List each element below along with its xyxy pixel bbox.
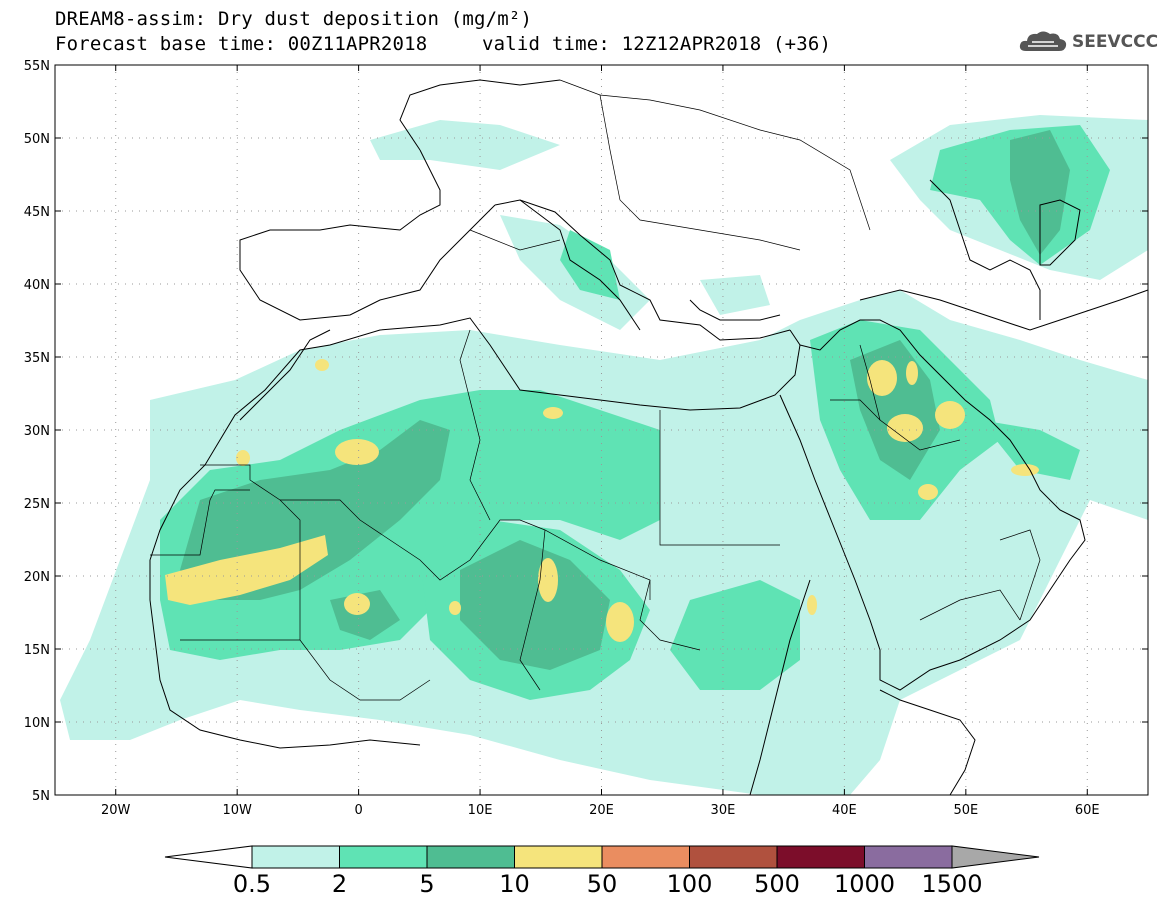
seevccc-logo: SEEVCCC [1018, 28, 1158, 56]
colorbar-level-label: 1500 [921, 870, 982, 898]
lon-label: 40E [832, 803, 857, 818]
lat-label: 45N [24, 205, 50, 220]
colorbar-swatch [251, 845, 340, 869]
lat-label: 40N [24, 278, 50, 293]
lat-label: 15N [24, 643, 50, 658]
lon-label: 30E [711, 803, 736, 818]
lon-label: 20W [101, 803, 131, 818]
colorbar-level-label: 10 [499, 870, 530, 898]
colorbar-over-arrow [951, 845, 1040, 869]
map-area [55, 65, 1148, 795]
colorbar-level-label: 50 [587, 870, 618, 898]
colorbar-swatch [776, 845, 865, 869]
dust-level-10-50 [165, 359, 1039, 642]
colorbar-swatch [426, 845, 515, 869]
forecast-base-time: Forecast base time: 00Z11APR2018 [55, 33, 428, 55]
longitude-labels: 20W 10W 0 10E 20E 30E 40E 50E 60E [101, 803, 1100, 818]
lat-label: 5N [32, 789, 50, 804]
colorbar-swatch [864, 845, 953, 869]
latitude-labels: 5N 10N 15N 20N 25N 30N 35N 40N 45N 50N 55N [24, 59, 50, 804]
colorbar-level-label: 1000 [834, 870, 895, 898]
lon-label: 0 [354, 803, 362, 818]
map-title: DREAM8-assim: Dry dust deposition (mg/m²… [55, 8, 533, 30]
lat-label: 10N [24, 716, 50, 731]
country-borders [150, 79, 1041, 701]
lon-label: 10E [468, 803, 493, 818]
colorbar-swatch [514, 845, 603, 869]
lat-label: 20N [24, 570, 50, 585]
colorbar-level-label: 5 [419, 870, 434, 898]
lon-label: 10W [222, 803, 252, 818]
lon-label: 50E [953, 803, 978, 818]
lat-label: 55N [24, 59, 50, 74]
logo-text: SEEVCCC [1072, 32, 1159, 52]
lat-label: 30N [24, 424, 50, 439]
colorbar-level-label: 2 [332, 870, 347, 898]
colorbar-level-label: 100 [667, 870, 713, 898]
axis-ticks [55, 64, 1148, 796]
lon-label: 60E [1075, 803, 1100, 818]
valid-time: valid time: 12Z12APR2018 (+36) [482, 33, 832, 55]
coastlines-and-borders [149, 79, 1148, 795]
colorbar-level-label: 500 [754, 870, 800, 898]
colorbar-swatch [601, 845, 690, 869]
colorbar-level-label: 0.5 [233, 870, 271, 898]
lat-label: 50N [24, 132, 50, 147]
colorbar-under-arrow [164, 845, 253, 869]
colorbar-swatch [339, 845, 428, 869]
colorbar: 0.5 2 5 10 50 100 500 1000 1500 [164, 845, 1040, 898]
cloud-icon [1019, 31, 1067, 51]
graticule [55, 65, 1148, 795]
colorbar-swatch [689, 845, 778, 869]
lat-label: 25N [24, 497, 50, 512]
lat-label: 35N [24, 351, 50, 366]
lon-label: 20E [589, 803, 614, 818]
